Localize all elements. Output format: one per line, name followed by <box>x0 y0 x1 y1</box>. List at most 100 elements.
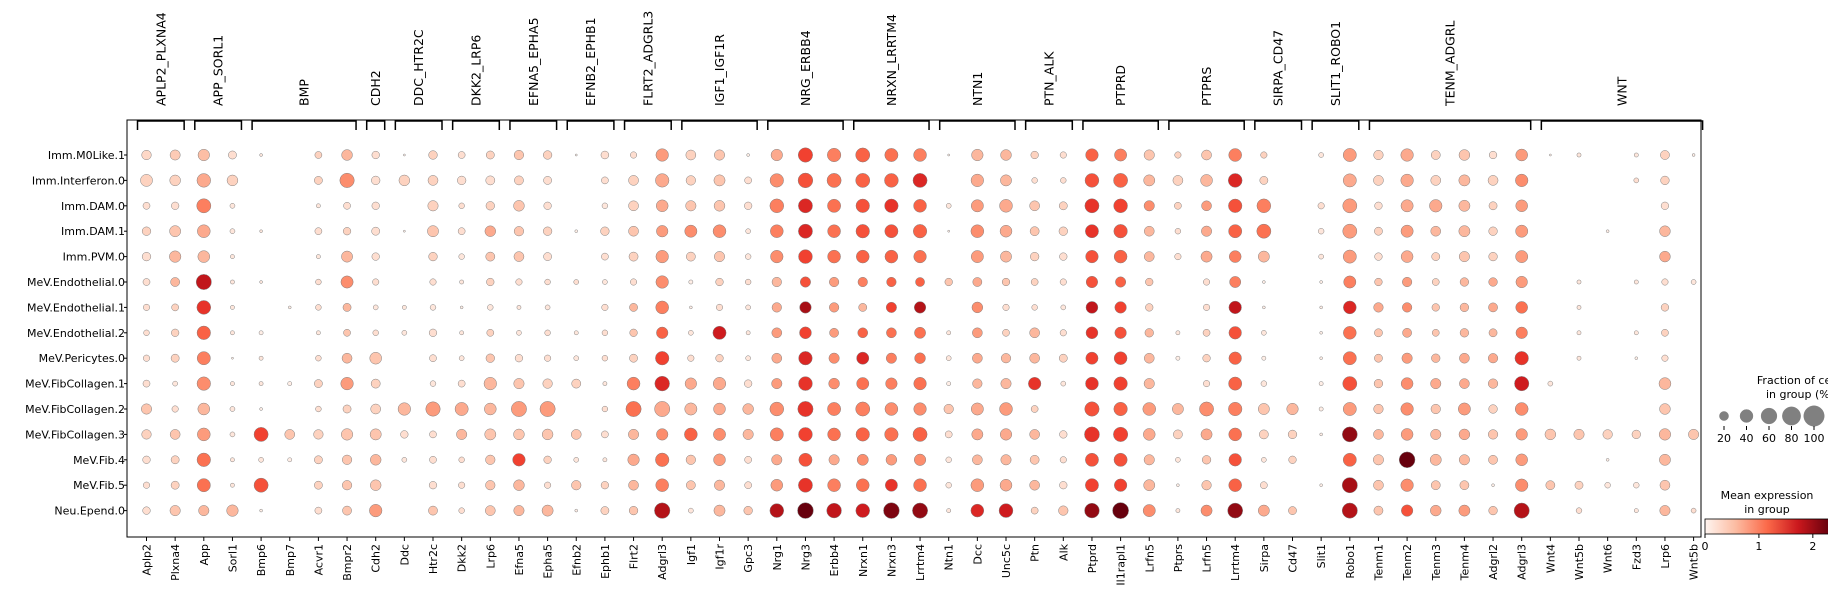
dot <box>744 176 752 185</box>
dot <box>1373 302 1384 313</box>
dot <box>1228 376 1243 391</box>
dot <box>970 478 985 492</box>
column-label: Alk <box>1057 543 1070 561</box>
dot <box>1172 403 1184 415</box>
size-legend-label: 40 <box>1740 432 1754 445</box>
dot <box>655 300 669 315</box>
dot <box>1319 305 1323 310</box>
dot <box>1342 198 1358 214</box>
dot <box>401 330 408 336</box>
dot <box>1659 479 1671 491</box>
dot <box>458 507 465 514</box>
dot <box>971 301 983 314</box>
dot <box>541 428 554 441</box>
dot <box>457 227 466 235</box>
dot <box>944 277 953 287</box>
group-bracket <box>394 120 443 130</box>
dot <box>1400 224 1414 238</box>
dot <box>626 376 641 391</box>
dot <box>314 151 323 159</box>
dot <box>970 402 984 416</box>
dot <box>485 454 496 465</box>
dot <box>1373 429 1384 440</box>
dot <box>945 456 952 463</box>
dot <box>141 226 152 236</box>
dot <box>913 478 927 492</box>
dot <box>686 251 696 262</box>
dot <box>1398 451 1416 468</box>
dot <box>1515 301 1528 314</box>
dot <box>1000 174 1012 187</box>
dot <box>1058 505 1069 516</box>
dot <box>1343 326 1357 340</box>
column-label: Bmp6 <box>255 544 268 576</box>
dot <box>601 176 609 185</box>
dot <box>1342 351 1357 366</box>
dot <box>259 153 263 157</box>
dot <box>1143 428 1156 441</box>
group-bracket <box>509 120 558 130</box>
dot <box>229 203 236 209</box>
group-bracket <box>566 120 615 130</box>
dot <box>341 428 354 441</box>
row-label: Imm.DAM.1 <box>61 225 125 238</box>
dot <box>913 148 927 162</box>
dot <box>1260 151 1268 159</box>
dot <box>1458 199 1471 212</box>
dot <box>514 354 524 363</box>
dot <box>1374 201 1383 210</box>
dot <box>1605 229 1610 233</box>
column-label: Cdh2 <box>370 544 383 573</box>
column-label: Erbb4 <box>828 544 841 576</box>
dot <box>370 403 381 415</box>
dot <box>1229 250 1242 263</box>
dot <box>1515 250 1529 263</box>
column-label: Ptprd <box>1086 544 1099 573</box>
dot <box>1085 148 1099 162</box>
dot <box>884 427 899 442</box>
dot <box>258 355 264 361</box>
dot <box>456 428 468 440</box>
dot <box>656 199 669 213</box>
dot <box>1143 378 1155 390</box>
dot <box>1549 153 1552 157</box>
dot <box>398 174 411 187</box>
dot <box>571 429 582 440</box>
group-bracket <box>451 120 501 130</box>
dot <box>1228 173 1243 188</box>
dot <box>600 481 609 490</box>
dot <box>1143 454 1155 466</box>
row-label: Imm.Interferon.0 <box>32 174 125 187</box>
dot <box>1084 173 1100 188</box>
group-label: EFNB2_EPHB1 <box>583 17 598 106</box>
dot <box>141 252 152 262</box>
dot <box>797 172 814 189</box>
dot <box>287 457 293 463</box>
column-label: Lrfn5 <box>1201 544 1214 573</box>
dot <box>459 279 464 285</box>
dot <box>1085 224 1099 239</box>
dot <box>516 305 522 310</box>
dot <box>828 377 840 390</box>
dot <box>140 174 153 187</box>
row-label: MeV.Fib.4 <box>73 454 125 467</box>
column-label: Nrg1 <box>771 544 784 571</box>
dot <box>141 403 152 415</box>
dot <box>1431 278 1440 286</box>
dot <box>1000 454 1012 466</box>
dot <box>339 172 355 188</box>
group-label: DKK2_LRP6 <box>468 35 483 106</box>
colorbar-tick-label: 0 <box>1702 540 1709 553</box>
dot <box>171 303 179 312</box>
dot <box>170 480 180 490</box>
dot <box>655 275 669 289</box>
dot <box>573 330 579 336</box>
dot <box>259 407 263 411</box>
column-label: Nrxn1 <box>857 544 870 577</box>
dot <box>1429 453 1442 466</box>
dot <box>1458 149 1471 161</box>
dot <box>1373 149 1384 161</box>
dot <box>1260 481 1268 489</box>
dot <box>1142 402 1156 416</box>
dot <box>770 148 783 162</box>
